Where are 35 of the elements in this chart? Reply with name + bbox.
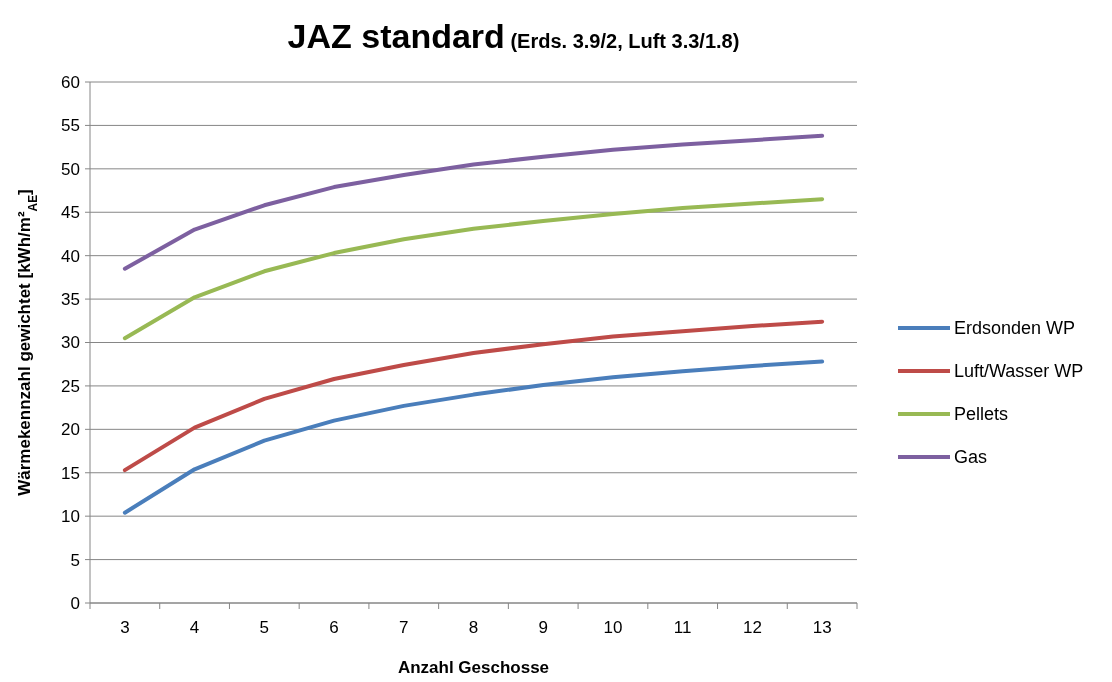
y-tick-label: 50: [61, 159, 80, 179]
x-axis-title: Anzahl Geschosse: [397, 658, 550, 677]
y-tick-label: 45: [61, 203, 80, 223]
y-tick-label: 60: [61, 72, 80, 92]
y-tick-label: 35: [61, 290, 80, 310]
chart-title: JAZ standard: [287, 17, 505, 55]
chart-subtitle: (Erds. 3.9/2, Luft 3.3/1.8): [504, 30, 740, 52]
x-tick-label: 5: [259, 618, 270, 637]
x-tick-label: 4: [189, 618, 200, 637]
legend-label: Gas: [954, 447, 988, 468]
y-tick-label: 55: [61, 116, 80, 136]
x-tick-label: 10: [603, 618, 623, 637]
x-tick-label: 3: [120, 618, 130, 637]
line-series: [122, 197, 825, 341]
x-tick-label: 6: [329, 618, 339, 637]
legend-label: Pellets: [954, 404, 1009, 425]
y-tick-label: 10: [61, 507, 80, 527]
line-series: [122, 133, 825, 271]
y-tick-label: 30: [61, 333, 80, 353]
y-tick-label: 25: [61, 376, 80, 396]
x-tick-label: 9: [538, 618, 548, 637]
x-tick-label: 7: [399, 618, 409, 637]
line-series: [122, 319, 825, 473]
y-tick-label: 15: [61, 463, 80, 483]
legend-label: Luft/Wasser WP: [954, 361, 1084, 382]
y-tick-label: 0: [70, 593, 80, 613]
legend-label: Erdsonden WP: [954, 318, 1076, 339]
x-tick-label: 8: [468, 618, 479, 637]
y-tick-label: 20: [61, 420, 80, 440]
y-tick-label: 40: [61, 246, 80, 266]
x-tick-label: 13: [812, 618, 832, 637]
x-tick-label: 12: [742, 618, 762, 637]
x-tick-label: 11: [673, 618, 692, 637]
y-tick-label: 5: [70, 550, 80, 570]
line-series: [122, 359, 825, 515]
